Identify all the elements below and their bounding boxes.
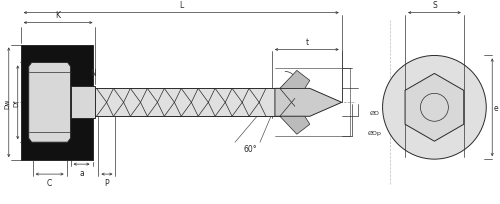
Text: S: S [432, 1, 437, 10]
Text: Df: Df [14, 99, 20, 106]
Text: Dw: Dw [5, 98, 11, 108]
Text: a: a [79, 168, 84, 177]
Polygon shape [280, 71, 310, 89]
Text: P: P [104, 178, 110, 187]
Circle shape [382, 56, 486, 159]
Polygon shape [280, 117, 310, 135]
Polygon shape [20, 45, 92, 160]
Polygon shape [92, 89, 292, 117]
Text: ØD: ØD [370, 110, 380, 115]
Text: K: K [56, 11, 60, 20]
Polygon shape [405, 74, 464, 142]
Text: C: C [47, 178, 52, 187]
Text: N: N [90, 69, 96, 78]
Polygon shape [28, 63, 70, 143]
Polygon shape [70, 87, 96, 119]
Text: e: e [494, 103, 498, 112]
Polygon shape [275, 89, 342, 117]
Text: t: t [306, 38, 308, 47]
Text: 60°: 60° [243, 144, 257, 153]
Text: ØDp: ØDp [368, 130, 382, 135]
Text: L: L [179, 1, 184, 10]
